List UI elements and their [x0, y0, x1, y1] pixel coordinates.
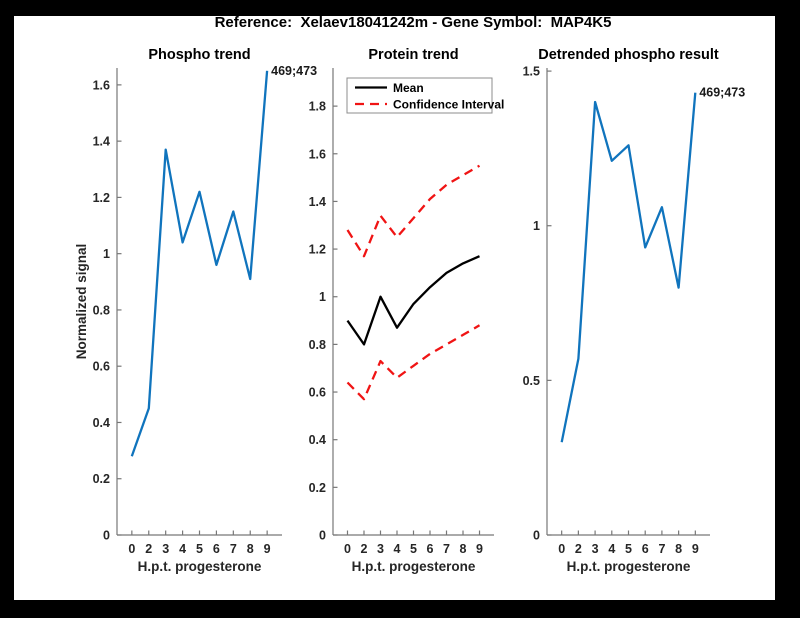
x-tick-label: 4 [394, 542, 401, 556]
y-tick-label: 0 [319, 529, 326, 543]
x-tick-label: 2 [145, 542, 152, 556]
x-tick-label: 7 [230, 542, 237, 556]
x-tick-label: 4 [608, 542, 615, 556]
chart-title: Phospho trend [148, 47, 250, 63]
x-tick-label: 8 [247, 542, 254, 556]
y-tick-label: 1.8 [309, 100, 326, 114]
chart-group-protein-trend: 00.20.40.60.811.21.41.61.80 2 3 4 5 6 7 8 9H.p.t… [309, 47, 505, 574]
x-tick-label: 8 [675, 542, 682, 556]
x-tick-label: 5 [196, 542, 203, 556]
x-tick-label: 3 [377, 542, 384, 556]
chart-group-detrended-phospho-result: 00.511.50 2 3 4 5 6 7 8 9H.p.t. progesteroneDetr… [523, 47, 746, 574]
legend-box [346, 77, 493, 114]
x-tick-label: 6 [213, 542, 220, 556]
legend-entry-label: Confidence Interval [393, 98, 504, 112]
figure-title: Reference: Xelaev18041242m - Gene Symbol… [214, 14, 612, 31]
x-axis-label: H.p.t. progesterone [352, 559, 476, 574]
x-tick-label: 5 [410, 542, 417, 556]
y-tick-label: 1.4 [309, 195, 326, 209]
y-tick-label: 0.2 [309, 481, 326, 495]
chart-title: Detrended phospho result [538, 47, 719, 63]
x-tick-label: 0 [344, 542, 351, 556]
x-tick-label: 6 [427, 542, 434, 556]
y-tick-label: 0.4 [309, 433, 326, 447]
x-tick-label: 7 [443, 542, 450, 556]
chart-title: Protein trend [368, 47, 458, 63]
y-tick-label: 1 [533, 219, 540, 233]
y-tick-label: 0.6 [93, 360, 110, 374]
point-annotation: 469;473 [699, 86, 745, 100]
legend-entry-label: Mean [393, 81, 424, 95]
y-tick-label: 0.2 [93, 472, 110, 486]
y-tick-label: 1.2 [93, 191, 110, 205]
x-tick-label: 0 [558, 542, 565, 556]
x-tick-label: 7 [658, 542, 665, 556]
x-tick-label: 6 [642, 542, 649, 556]
y-tick-label: 1.5 [523, 65, 540, 79]
y-tick-label: 0.8 [309, 338, 326, 352]
x-tick-label: 9 [264, 542, 271, 556]
point-annotation: 469;473 [271, 64, 317, 78]
series-line-phospho-signal [130, 70, 269, 457]
x-tick-label: 8 [460, 542, 467, 556]
series-line-mean [346, 255, 480, 346]
y-tick-label: 1.6 [93, 78, 110, 92]
chart-group-phospho-trend: 00.20.40.60.811.21.41.60 2 3 4 5 6 7 8 9H.p.t. p… [74, 47, 317, 574]
x-tick-label: 9 [476, 542, 483, 556]
y-tick-label: 1.2 [309, 243, 326, 257]
x-tick-label: 0 [128, 542, 135, 556]
y-tick-label: 1 [319, 290, 326, 304]
x-axis-label: H.p.t. progesterone [138, 559, 262, 574]
x-tick-label: 2 [361, 542, 368, 556]
y-tick-label: 0.6 [309, 386, 326, 400]
x-tick-label: 4 [179, 542, 186, 556]
y-tick-label: 0 [533, 529, 540, 543]
x-tick-label: 2 [575, 542, 582, 556]
x-tick-label: 9 [692, 542, 699, 556]
y-tick-label: 1 [103, 247, 110, 261]
y-tick-label: 0.5 [523, 374, 540, 388]
y-tick-label: 1.6 [309, 147, 326, 161]
x-tick-label: 3 [592, 542, 599, 556]
series-line-confidence-interval-upper [346, 164, 481, 258]
y-tick-label: 0.8 [93, 303, 110, 317]
series-line-detrended-phospho [560, 92, 697, 443]
series-line-confidence-interval-lower [346, 324, 481, 401]
y-tick-label: 1.4 [93, 135, 110, 149]
y-axis-label: Normalized signal [74, 244, 89, 360]
x-tick-label: 3 [162, 542, 169, 556]
y-tick-label: 0.4 [93, 416, 110, 430]
x-tick-label: 5 [625, 542, 632, 556]
y-tick-label: 0 [103, 529, 110, 543]
x-axis-label: H.p.t. progesterone [567, 559, 691, 574]
